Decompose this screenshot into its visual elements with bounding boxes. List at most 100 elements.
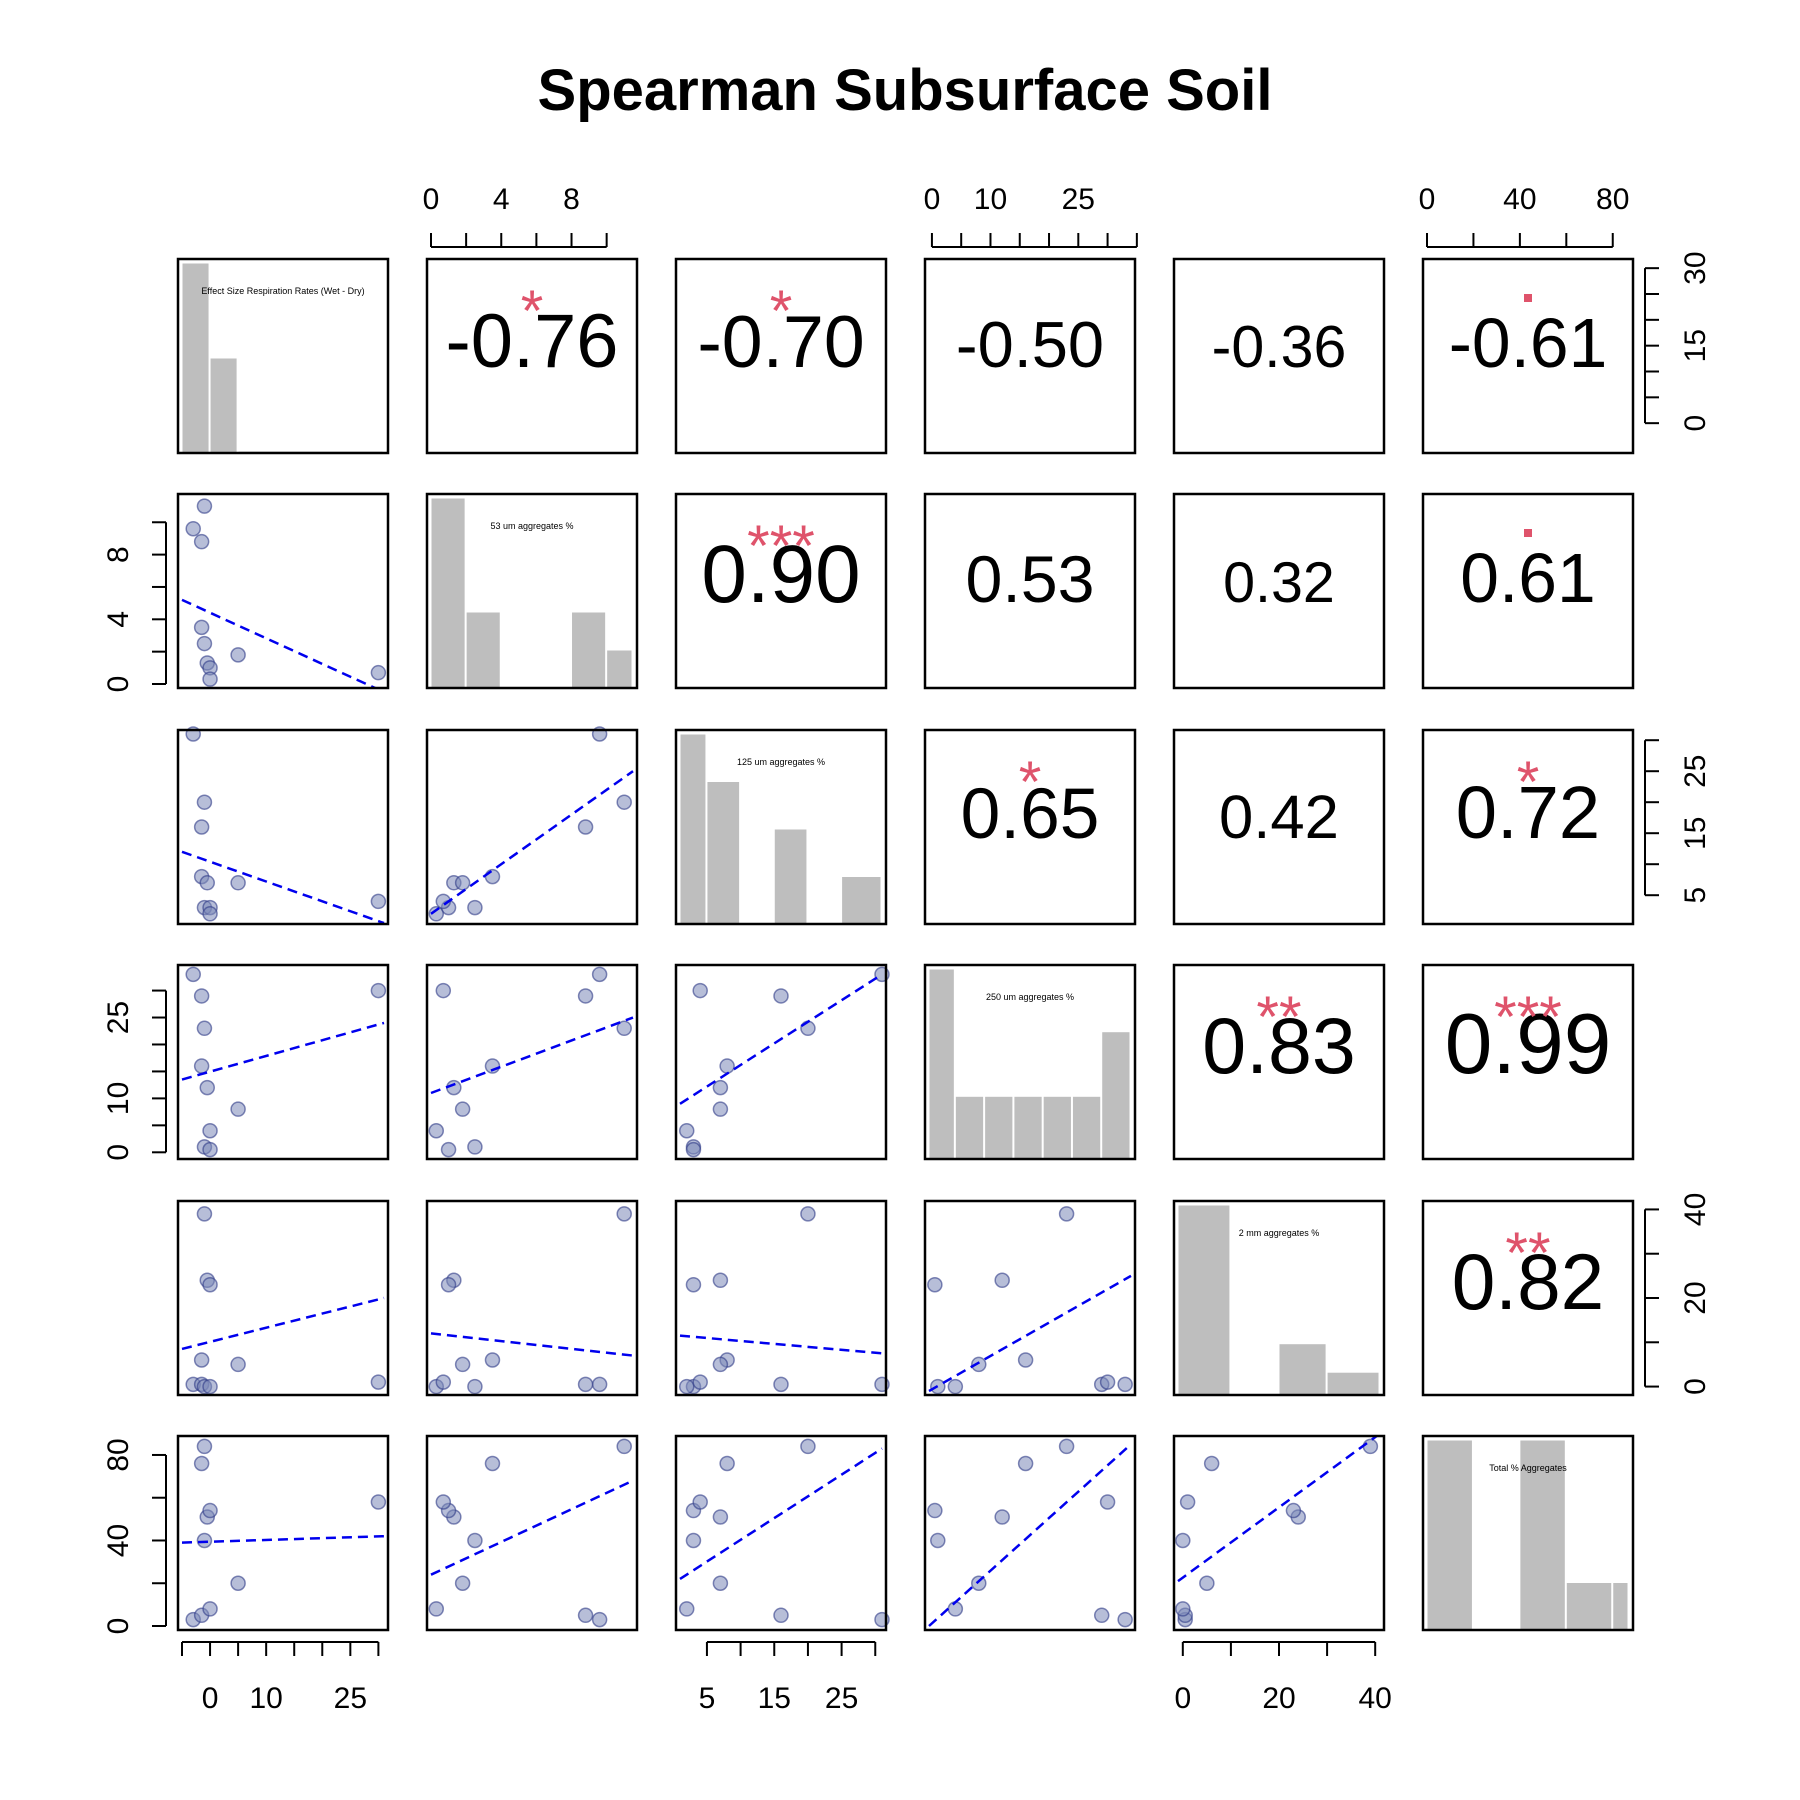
significance-dot [1524, 529, 1532, 537]
scatter-point [428, 906, 445, 922]
right-tick-label: 20 [1679, 1281, 1712, 1314]
correlation-panel-0-1: -0.76* [446, 279, 619, 384]
scatter-point [577, 1607, 594, 1624]
significance-stars: *** [747, 514, 815, 579]
correlation-value: 0.82 [1452, 1238, 1605, 1326]
top-tick-label: 0 [924, 183, 941, 216]
significance-stars: * [521, 279, 544, 344]
scatter-point [773, 1376, 789, 1393]
scatter-panel-2-1 [428, 726, 632, 922]
scatter-point [800, 1438, 816, 1455]
scatter-point [196, 1532, 213, 1549]
scatter-point [454, 1356, 471, 1373]
scatter-point [1093, 1607, 1110, 1624]
panel-border [674, 1434, 888, 1632]
scatter-point [773, 988, 789, 1004]
panel-border [923, 1199, 1137, 1397]
scatter-panel-5-0 [185, 1438, 387, 1628]
scatter-point [193, 988, 210, 1004]
scatter-point [577, 1376, 594, 1393]
panel-border [176, 728, 390, 926]
histogram-bar [1042, 1095, 1072, 1160]
scatter-point [230, 1575, 246, 1591]
histogram-bar [1071, 1095, 1102, 1160]
scatter-point [185, 520, 201, 537]
fit-line [181, 598, 379, 688]
right-tick-label: 0 [1679, 415, 1712, 432]
scatter-point [196, 635, 213, 652]
histogram-0: Effect Size Respiration Rates (Wet - Dry… [181, 262, 384, 454]
histogram-bar [465, 611, 501, 689]
scatter-point [193, 1058, 210, 1074]
scatter-panel-5-1 [428, 1438, 632, 1628]
scatter-point [202, 1122, 218, 1139]
scatter-point [685, 1141, 702, 1158]
scatter-point [435, 1374, 452, 1390]
scatter-point [591, 966, 608, 983]
correlation-panel-4-5: 0.82** [1452, 1221, 1605, 1326]
scatter-point [1203, 1455, 1220, 1472]
bottom-tick-label: 40 [1359, 1682, 1392, 1715]
left-tick-label: 8 [102, 546, 135, 563]
variable-label: 2 mm aggregates % [1239, 1228, 1320, 1238]
histogram-bar [1612, 1582, 1629, 1631]
scatter-point [435, 1494, 452, 1510]
scatter-point [467, 1139, 483, 1155]
scatter-point [196, 794, 213, 810]
scatter-point [230, 647, 246, 663]
correlation-value: 0.72 [1456, 771, 1600, 854]
histogram-2: 125 um aggregates % [679, 733, 882, 925]
left-tick-label: 4 [102, 611, 135, 628]
scatter-panel-4-3 [927, 1206, 1133, 1395]
right-tick-label: 40 [1679, 1193, 1712, 1226]
scatter-panel-2-0 [185, 726, 387, 922]
scatter-point [230, 1356, 246, 1373]
scatter-point [484, 1455, 501, 1472]
top-tick-label: 4 [493, 183, 510, 216]
histogram-bar [571, 611, 607, 689]
correlation-value: 0.42 [1219, 783, 1339, 852]
correlation-value: -0.50 [956, 308, 1104, 381]
bottom-tick-label: 0 [1174, 1682, 1191, 1715]
correlation-panel-0-2: -0.70* [697, 279, 864, 383]
scatter-point [370, 893, 387, 910]
fit-line [181, 1021, 385, 1081]
correlation-panel-3-4: 0.83** [1202, 985, 1356, 1090]
scatter-point [1017, 1352, 1034, 1368]
scatter-point [927, 1276, 943, 1293]
fit-line [679, 1447, 883, 1581]
variable-label: Total % Aggregates [1489, 1463, 1567, 1473]
bottom-tick-label: 10 [249, 1682, 282, 1715]
scatter-point [193, 819, 210, 835]
top-tick-label: 0 [423, 183, 440, 216]
significance-stars: ** [1256, 985, 1301, 1050]
panel-border [923, 963, 1137, 1161]
scatter-panel-4-1 [428, 1206, 632, 1395]
scatter-point [927, 1502, 943, 1519]
scatter-panel-3-2 [678, 966, 890, 1158]
top-tick-label: 25 [1062, 183, 1095, 216]
fit-line [928, 1274, 1132, 1393]
fit-line [430, 1479, 634, 1576]
scatter-point [971, 1356, 987, 1373]
fit-line [181, 1534, 385, 1544]
histogram-bar [1177, 1204, 1231, 1396]
left-tick-label: 10 [102, 1082, 135, 1115]
panel-border [425, 492, 639, 690]
histogram-1: 53 um aggregates % [430, 497, 633, 689]
left-tick-label: 40 [102, 1524, 135, 1557]
panel-border [176, 1434, 390, 1632]
scatter-point [712, 1575, 729, 1591]
panel-border [1421, 963, 1635, 1161]
histogram-bar [954, 1095, 985, 1160]
scatter-point [484, 868, 501, 885]
scatter-point [185, 966, 201, 983]
scatter-point [692, 1494, 708, 1510]
correlation-value: 0.61 [1460, 539, 1595, 617]
top-tick-label: 8 [563, 183, 580, 216]
scatter-panel-3-0 [185, 966, 387, 1158]
right-tick-label: 30 [1679, 251, 1712, 284]
scatter-point [1362, 1438, 1379, 1455]
scatter-point [196, 498, 213, 514]
correlation-value: 0.90 [701, 529, 860, 620]
